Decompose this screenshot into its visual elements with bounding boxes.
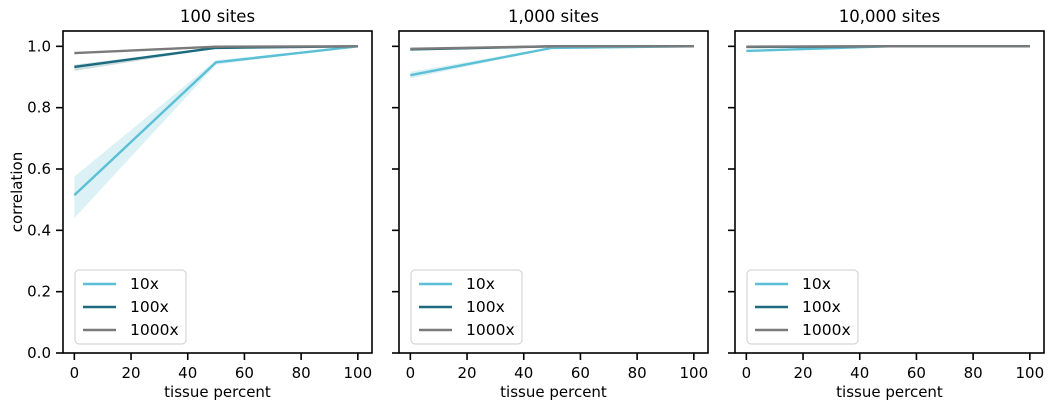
x-tick-label: 100 <box>344 364 373 382</box>
y-tick-label: 0.8 <box>27 99 51 117</box>
series-line-10x <box>73 45 358 196</box>
x-tick-label: 20 <box>457 364 476 382</box>
x-tick-label: 100 <box>1016 364 1045 382</box>
y-tick-label: 0.6 <box>27 160 51 178</box>
legend-label: 10x <box>130 275 159 293</box>
ci-band-10x <box>410 46 694 79</box>
panel-3: 0 20 40 60 80 100 10,000 sites tissue percent 10… <box>728 7 1045 401</box>
y-tick-label: 0.2 <box>27 283 51 301</box>
x-tick-label: 0 <box>742 364 752 382</box>
x-tick-label: 0 <box>406 364 416 382</box>
legend-label: 1000x <box>130 321 179 339</box>
legend-frame <box>746 269 859 345</box>
legend: 10x 100x 1000x <box>746 269 859 345</box>
x-axis-label: tissue percent <box>500 383 607 401</box>
legend-label: 100x <box>130 298 169 316</box>
x-tick-label: 80 <box>292 364 311 382</box>
chart-title: 10,000 sites <box>839 7 940 26</box>
x-tick-label: 80 <box>628 364 647 382</box>
y-tick-label: 1.0 <box>27 37 51 55</box>
y-axis-label: correlation <box>8 152 26 233</box>
series-line-10x <box>410 45 694 77</box>
series-line-1000x <box>410 45 694 50</box>
legend: 10x 100x 1000x <box>410 269 523 345</box>
axes-frame <box>398 30 709 354</box>
x-tick-label: 40 <box>850 364 869 382</box>
x-tick-label: 20 <box>121 364 140 382</box>
x-tick-label: 60 <box>235 364 254 382</box>
x-axis-label: tissue percent <box>836 383 943 401</box>
x-tick-label: 80 <box>964 364 983 382</box>
y-tick-label: 0.4 <box>27 221 51 239</box>
legend-label: 100x <box>802 298 841 316</box>
panel-2: 0 20 40 60 80 100 1,000 sites tissue percent 10x… <box>392 7 709 401</box>
legend: 10x 100x 1000x <box>74 269 187 345</box>
legend-label: 1000x <box>466 321 515 339</box>
y-tick-label: 0.0 <box>27 344 51 362</box>
x-tick-label: 0 <box>70 364 80 382</box>
legend-frame <box>74 269 187 345</box>
legend-label: 10x <box>802 275 831 293</box>
x-tick-label: 40 <box>514 364 533 382</box>
ci-band-10x <box>74 46 358 219</box>
x-tick-label: 20 <box>793 364 812 382</box>
x-tick-label: 60 <box>907 364 926 382</box>
x-tick-label: 60 <box>571 364 590 382</box>
x-axis-label: tissue percent <box>164 383 271 401</box>
axes-frame <box>734 30 1045 354</box>
axes-frame <box>62 30 373 354</box>
legend-label: 100x <box>466 298 505 316</box>
chart-title: 1,000 sites <box>508 7 599 26</box>
legend-frame <box>410 269 523 345</box>
legend-label: 1000x <box>802 321 851 339</box>
x-tick-label: 100 <box>680 364 709 382</box>
chart-title: 100 sites <box>180 7 255 26</box>
series-line-1000x <box>74 45 358 55</box>
panel-1: 0 20 40 60 80 100 0.0 0.2 0.4 0.6 0.8 1.0 100 sites t… <box>8 7 373 401</box>
x-tick-label: 40 <box>178 364 197 382</box>
legend-label: 10x <box>466 275 495 293</box>
